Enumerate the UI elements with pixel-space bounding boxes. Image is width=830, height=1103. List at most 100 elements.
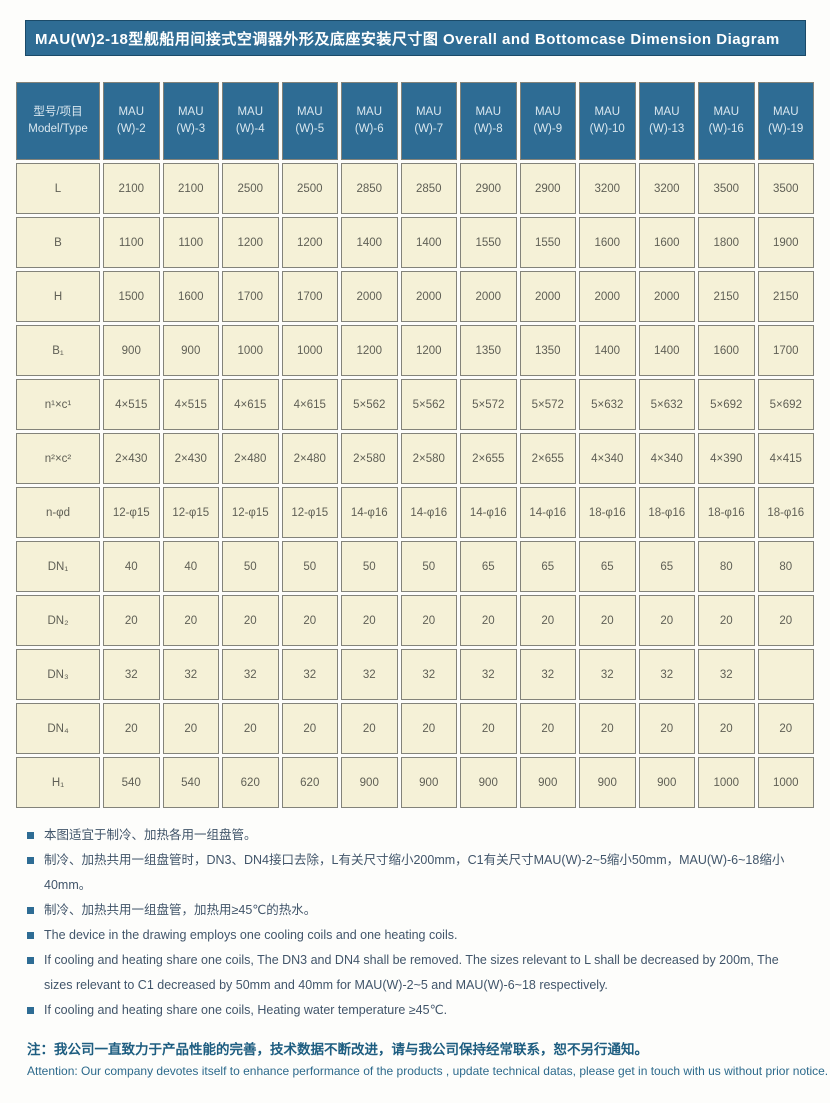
value-cell: 20 bbox=[341, 703, 398, 754]
value-cell: 900 bbox=[400, 757, 457, 808]
value-cell: 20 bbox=[698, 595, 755, 646]
value-cell: 20 bbox=[579, 703, 636, 754]
value-cell: 5×632 bbox=[638, 379, 695, 430]
value-cell: 2×430 bbox=[162, 433, 219, 484]
value-cell: 2150 bbox=[757, 271, 814, 322]
table-row: DN₃ 32 32 32 32 32 32 32 32 32 32 32 bbox=[16, 649, 814, 700]
col-header: MAU (W)-19 bbox=[757, 82, 814, 160]
value-cell: 32 bbox=[519, 649, 576, 700]
page-title-text: MAU(W)2-18型舰船用间接式空调器外形及底座安装尺寸图 Overall a… bbox=[35, 31, 780, 48]
row-label: n²×c² bbox=[16, 433, 100, 484]
col-header: MAU (W)-5 bbox=[281, 82, 338, 160]
value-cell: 80 bbox=[757, 541, 814, 592]
value-cell: 1200 bbox=[281, 217, 338, 268]
value-cell: 80 bbox=[698, 541, 755, 592]
value-cell: 20 bbox=[638, 703, 695, 754]
value-cell: 1350 bbox=[519, 325, 576, 376]
text-line: MAU bbox=[296, 106, 323, 118]
value-cell: 2000 bbox=[638, 271, 695, 322]
row-label: H bbox=[16, 271, 100, 322]
value-cell: 2000 bbox=[400, 271, 457, 322]
col-header: MAU (W)-8 bbox=[460, 82, 517, 160]
text-line: (W)-4 bbox=[235, 123, 265, 135]
value-cell: 5×692 bbox=[757, 379, 814, 430]
value-cell: 20 bbox=[162, 595, 219, 646]
table-row: n²×c² 2×430 2×430 2×480 2×480 2×580 2×580 2×655… bbox=[16, 433, 814, 484]
text-line: MAU bbox=[653, 106, 680, 118]
text-line: MAU bbox=[534, 106, 561, 118]
value-cell: 1400 bbox=[579, 325, 636, 376]
value-cell: 1200 bbox=[222, 217, 279, 268]
value-cell: 14-φ16 bbox=[400, 487, 457, 538]
value-cell: 14-φ16 bbox=[460, 487, 517, 538]
value-cell: 1600 bbox=[579, 217, 636, 268]
value-cell: 18-φ16 bbox=[638, 487, 695, 538]
value-cell: 20 bbox=[460, 595, 517, 646]
col-header: MAU (W)-3 bbox=[162, 82, 219, 160]
value-cell: 50 bbox=[222, 541, 279, 592]
value-cell: 4×340 bbox=[579, 433, 636, 484]
text-line: (W)-13 bbox=[649, 123, 685, 135]
table-row: DN₄ 20 20 20 20 20 20 20 20 20 20 20 20 bbox=[16, 703, 814, 754]
value-cell: 2100 bbox=[162, 163, 219, 214]
value-cell: 20 bbox=[638, 595, 695, 646]
value-cell: 1550 bbox=[460, 217, 517, 268]
value-cell: 50 bbox=[400, 541, 457, 592]
value-cell: 3500 bbox=[698, 163, 755, 214]
footer-note-zh: 注：我公司一直致力于产品性能的完善，技术数据不断改进，请与我公司保持经常联系，恕… bbox=[27, 1042, 648, 1057]
table-row: n-φd 12-φ15 12-φ15 12-φ15 12-φ15 14-φ16 14-φ16… bbox=[16, 487, 814, 538]
note-item: 本图适宜于制冷、加热各用一组盘管。 bbox=[27, 823, 808, 848]
value-cell: 1200 bbox=[400, 325, 457, 376]
text-line: (W)-5 bbox=[295, 123, 325, 135]
value-cell: 20 bbox=[162, 703, 219, 754]
value-cell: 20 bbox=[400, 703, 457, 754]
value-cell: 12-φ15 bbox=[222, 487, 279, 538]
table-body: L 2100 2100 2500 2500 2850 2850 2900 2900 3200 320… bbox=[16, 163, 814, 808]
text-line: MAU bbox=[713, 106, 740, 118]
value-cell: 20 bbox=[460, 703, 517, 754]
table-row: B₁ 900 900 1000 1000 1200 1200 1350 1350 1400 1400… bbox=[16, 325, 814, 376]
value-cell: 5×572 bbox=[519, 379, 576, 430]
value-cell: 1600 bbox=[638, 217, 695, 268]
value-cell: 1400 bbox=[400, 217, 457, 268]
value-cell: 20 bbox=[698, 703, 755, 754]
value-cell: 20 bbox=[400, 595, 457, 646]
value-cell: 2100 bbox=[103, 163, 160, 214]
value-cell: 32 bbox=[103, 649, 160, 700]
row-label: n¹×c¹ bbox=[16, 379, 100, 430]
row-label: n-φd bbox=[16, 487, 100, 538]
value-cell: 5×572 bbox=[460, 379, 517, 430]
value-cell: 620 bbox=[222, 757, 279, 808]
text-line: (W)-3 bbox=[176, 123, 206, 135]
value-cell: 1000 bbox=[222, 325, 279, 376]
value-cell: 5×562 bbox=[400, 379, 457, 430]
square-bullet-icon bbox=[27, 957, 34, 964]
value-cell: 50 bbox=[341, 541, 398, 592]
value-cell: 50 bbox=[281, 541, 338, 592]
value-cell: 2000 bbox=[341, 271, 398, 322]
value-cell: 2850 bbox=[341, 163, 398, 214]
value-cell: 32 bbox=[579, 649, 636, 700]
table-row: L 2100 2100 2500 2500 2850 2850 2900 2900 3200 320… bbox=[16, 163, 814, 214]
value-cell: 2000 bbox=[460, 271, 517, 322]
square-bullet-icon bbox=[27, 857, 34, 864]
value-cell: 20 bbox=[519, 703, 576, 754]
value-cell: 2×580 bbox=[341, 433, 398, 484]
value-cell: 20 bbox=[579, 595, 636, 646]
value-cell: 1100 bbox=[162, 217, 219, 268]
col-header: MAU (W)-13 bbox=[638, 82, 695, 160]
value-cell: 1400 bbox=[341, 217, 398, 268]
value-cell: 20 bbox=[103, 703, 160, 754]
value-cell: 1600 bbox=[162, 271, 219, 322]
value-cell: 2000 bbox=[579, 271, 636, 322]
value-cell: 4×515 bbox=[103, 379, 160, 430]
note-text: 本图适宜于制冷、加热各用一组盘管。 bbox=[44, 828, 257, 842]
value-cell: 32 bbox=[281, 649, 338, 700]
row-label: DN₄ bbox=[16, 703, 100, 754]
text-line: MAU bbox=[237, 106, 264, 118]
row-label: DN₁ bbox=[16, 541, 100, 592]
col-header: MAU (W)-9 bbox=[519, 82, 576, 160]
value-cell: 40 bbox=[162, 541, 219, 592]
square-bullet-icon bbox=[27, 832, 34, 839]
text-line: (W)-6 bbox=[354, 123, 384, 135]
